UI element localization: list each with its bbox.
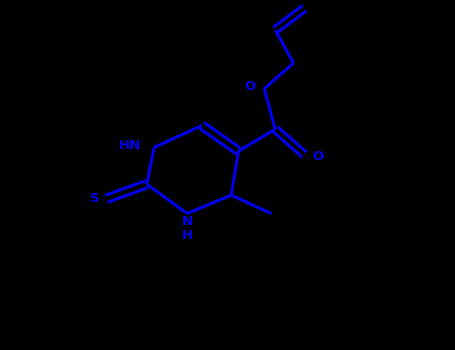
Text: H: H <box>182 229 193 242</box>
Text: O: O <box>313 150 324 163</box>
Text: N: N <box>182 215 193 228</box>
Text: O: O <box>245 80 256 93</box>
Text: S: S <box>90 191 100 205</box>
Text: HN: HN <box>119 139 141 152</box>
